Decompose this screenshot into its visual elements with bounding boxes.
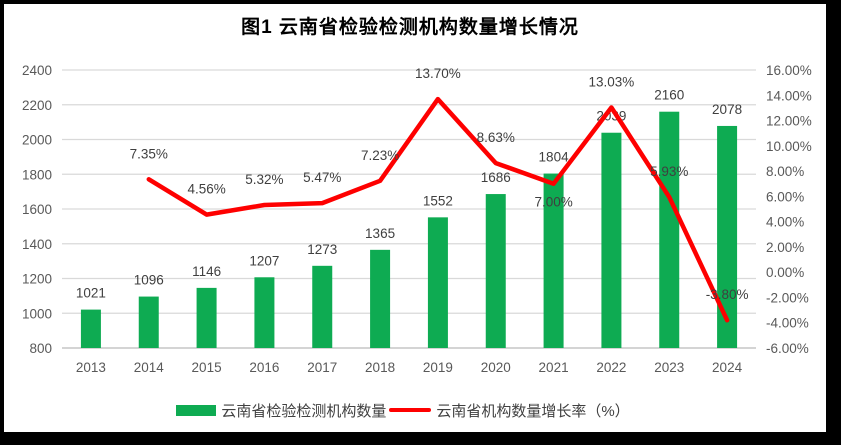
- right-axis-tick-label: 16.00%: [766, 63, 812, 78]
- chart-canvas: 图1 云南省检验检测机构数量增长情况 800 1000 1200 1400 1600 18…: [4, 4, 826, 432]
- bar: [485, 194, 506, 348]
- left-axis-tick-label: 1400: [22, 237, 52, 252]
- bar: [196, 287, 217, 348]
- left-axis-tick-label: 1200: [22, 272, 52, 287]
- x-axis-label: 2020: [481, 360, 511, 375]
- growth-point-label: 13.70%: [415, 66, 461, 81]
- bar: [427, 217, 448, 348]
- bar-series-swatch-icon: [176, 404, 217, 416]
- bar-value-label: 2160: [654, 88, 684, 103]
- right-axis-tick-label: 0.00%: [766, 265, 804, 280]
- right-axis-tick-label: -4.00%: [766, 316, 809, 331]
- x-axis-label: 2018: [365, 360, 395, 375]
- x-axis-label: 2017: [307, 360, 337, 375]
- bar-value-label: 2078: [712, 102, 742, 117]
- x-axis-label: 2022: [596, 360, 626, 375]
- growth-point-label: 4.56%: [187, 182, 225, 197]
- right-axis-tick-label: 8.00%: [766, 164, 804, 179]
- left-axis-tick-label: 800: [29, 341, 52, 356]
- legend-item-institution-count: 云南省检验检测机构数量: [176, 400, 386, 421]
- legend-item-growth-rate: 云南省机构数量增长率（%）: [389, 400, 630, 421]
- right-axis-tick-label: 10.00%: [766, 139, 812, 154]
- bar-value-label: 1096: [134, 273, 164, 288]
- x-axis-label: 2019: [423, 360, 453, 375]
- growth-point-label: 5.93%: [650, 164, 688, 179]
- growth-point-label: 7.23%: [361, 148, 399, 163]
- bar-value-label: 1207: [249, 253, 279, 268]
- right-axis-tick-label: 14.00%: [766, 88, 812, 103]
- legend-label-institution-count: 云南省检验检测机构数量: [221, 402, 387, 420]
- right-axis-tick-label: 12.00%: [766, 114, 812, 129]
- bar: [254, 277, 275, 348]
- growth-point-label: 5.32%: [245, 172, 283, 187]
- growth-point-label: 7.00%: [534, 195, 572, 210]
- x-axis-label: 2013: [76, 360, 106, 375]
- bar: [312, 265, 333, 348]
- bar-value-label: 1804: [539, 150, 570, 165]
- left-axis-tick-label: 1600: [22, 202, 52, 217]
- bar-value-label: 1552: [423, 193, 453, 208]
- x-axis-label: 2024: [712, 360, 743, 375]
- x-axis-label: 2016: [249, 360, 279, 375]
- bar: [138, 296, 159, 348]
- x-axis-label: 2014: [134, 360, 165, 375]
- bar-value-label: 1365: [365, 226, 395, 241]
- growth-point-label: 5.47%: [303, 170, 341, 185]
- right-axis-tick-label: 4.00%: [766, 215, 804, 230]
- right-axis-tick-label: 2.00%: [766, 240, 804, 255]
- legend: 云南省检验检测机构数量 云南省机构数量增长率（%）: [4, 398, 802, 422]
- right-axis-tick-label: -6.00%: [766, 341, 809, 356]
- combo-chart-plot: 800 1000 1200 1400 1600 1800 2000 2200 2400 16.00…: [22, 63, 812, 375]
- bar-value-label: 1686: [481, 170, 511, 185]
- growth-point-label: -3.80%: [706, 287, 749, 302]
- bar: [601, 132, 622, 348]
- left-axis-tick-label: 2200: [22, 98, 52, 113]
- left-axis-tick-label: 1800: [22, 167, 52, 182]
- right-axis-tick-label: 6.00%: [766, 189, 804, 204]
- bar: [717, 125, 738, 348]
- left-axis-tick-label: 2000: [22, 133, 52, 148]
- bar: [659, 111, 680, 348]
- bar-value-label: 1146: [192, 264, 221, 279]
- left-axis-tick-label: 1000: [22, 306, 52, 321]
- x-axis-label: 2015: [192, 360, 222, 375]
- left-axis-tick-label: 2400: [22, 63, 52, 78]
- legend-label-growth-rate: 云南省机构数量增长率（%）: [436, 402, 630, 420]
- chart-title: 图1 云南省检验检测机构数量增长情况: [241, 17, 579, 38]
- bar-value-label: 1021: [76, 286, 106, 301]
- growth-point-label: 8.63%: [477, 130, 515, 145]
- growth-point-label: 13.03%: [589, 75, 635, 90]
- x-axis-label: 2023: [654, 360, 684, 375]
- bar: [370, 249, 391, 348]
- growth-rate-line: [146, 96, 730, 323]
- bar: [543, 173, 564, 348]
- bar-value-label: 1273: [307, 242, 337, 257]
- growth-point-label: 7.35%: [130, 146, 168, 161]
- line-series-swatch-icon: [389, 408, 432, 412]
- right-axis-tick-label: -2.00%: [766, 290, 809, 305]
- x-axis-label: 2021: [539, 360, 569, 375]
- bar: [80, 309, 101, 348]
